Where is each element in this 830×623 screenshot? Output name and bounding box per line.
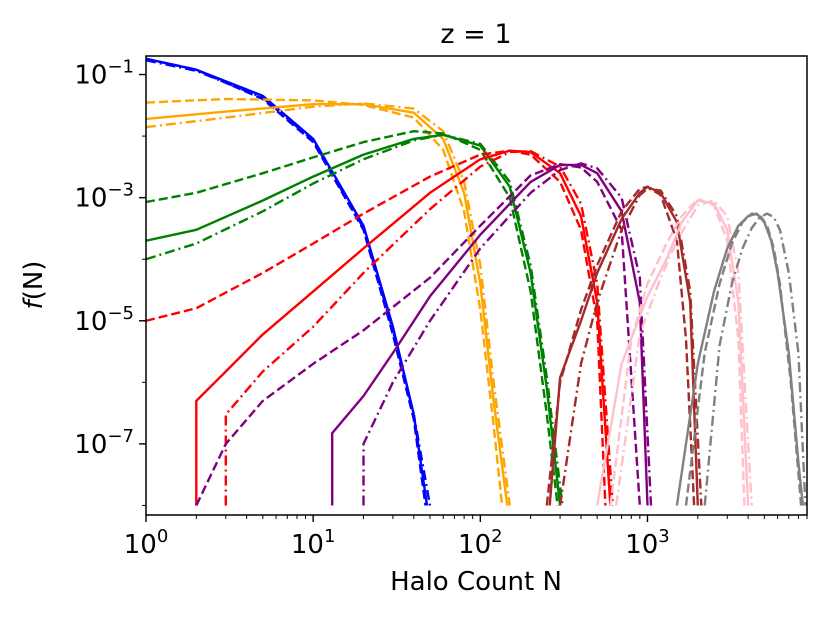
x-tick-label: 103 — [625, 526, 670, 560]
y-tick-label: 10−3 — [74, 180, 134, 214]
series-line-8 — [146, 133, 564, 506]
y-tick-label: 10−7 — [74, 426, 134, 460]
y-tick-label: 10−5 — [74, 303, 134, 337]
x-axis-label: Halo Count N — [390, 567, 562, 597]
x-tick-label: 101 — [291, 526, 336, 560]
series-line-5 — [146, 102, 511, 506]
series-line-16 — [545, 185, 696, 506]
series-line-13 — [195, 162, 641, 507]
series-line-6 — [146, 133, 562, 506]
series-line-4 — [146, 97, 504, 506]
y-axis: 10−1 10−3 10−5 10−7 — [74, 57, 146, 506]
chart-title: z = 1 — [440, 19, 511, 50]
y-axis-label: f(N) — [19, 261, 49, 310]
series-line-14 — [362, 162, 653, 506]
series-line-7 — [146, 129, 559, 506]
series-line-9 — [195, 149, 612, 506]
plot-frame — [145, 55, 808, 516]
series-line-20 — [615, 199, 753, 506]
y-tick-label: 10−1 — [74, 57, 134, 91]
series-line-0 — [146, 57, 429, 506]
x-tick-label: 102 — [458, 526, 503, 560]
series-line-22 — [684, 212, 803, 506]
series-line-17 — [558, 187, 703, 506]
series-line-19 — [609, 197, 746, 506]
series-line-3 — [146, 102, 509, 506]
series-line-2 — [146, 59, 432, 506]
series-line-18 — [596, 199, 750, 506]
series-line-23 — [703, 212, 807, 506]
x-tick-label: 100 — [124, 526, 169, 560]
x-axis: 100 101 102 103 — [124, 515, 808, 560]
series-line-11 — [224, 149, 614, 506]
series-line-15 — [548, 185, 699, 506]
series-line-1 — [146, 57, 427, 506]
series-layer — [146, 57, 807, 507]
